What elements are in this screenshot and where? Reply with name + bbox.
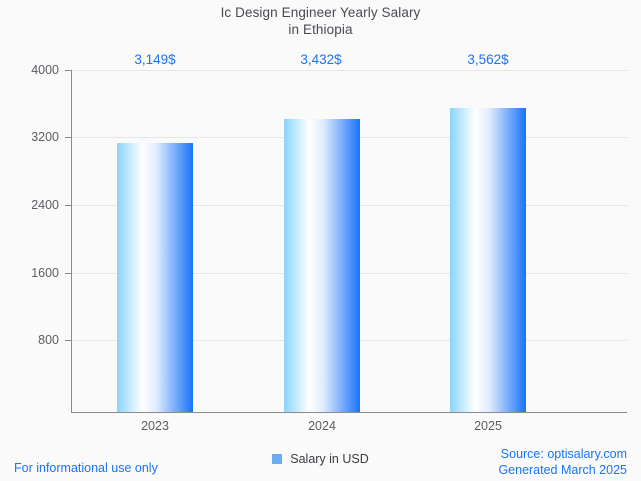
gridline-4000 [71,70,627,71]
bar-value-label-2024: 3,432$ [300,52,342,67]
chart-title: Ic Design Engineer Yearly Salary in Ethi… [0,4,641,38]
chart-legend: Salary in USD [0,452,641,466]
y-tick-label-2400: 2400 [31,198,59,212]
y-tick-label-3200: 3200 [31,130,59,144]
legend-item-label: Salary in USD [290,452,369,466]
source-note: Source: optisalary.com Generated March 2… [498,446,627,478]
bar-value-label-2025: 3,562$ [467,52,509,67]
bar-2024[interactable] [284,119,360,412]
x-tick-label-2024: 2024 [308,419,336,433]
chart-title-line1: Ic Design Engineer Yearly Salary [220,5,421,20]
plot-area [71,70,627,412]
y-tick-mark-800 [65,340,71,341]
x-tick-label-2023: 2023 [141,419,169,433]
bar-value-label-2023: 3,149$ [134,52,176,67]
y-tick-label-4000: 4000 [31,63,59,77]
x-tick-label-2025: 2025 [474,419,502,433]
generated-line: Generated March 2025 [498,463,627,477]
y-tick-mark-4000 [65,70,71,71]
y-tick-label-800: 800 [38,333,59,347]
y-tick-label-1600: 1600 [31,266,59,280]
y-tick-mark-2400 [65,205,71,206]
legend-swatch-icon [272,454,283,464]
bar-2025[interactable] [450,108,526,412]
chart-title-line2: in Ethiopia [288,22,353,37]
y-axis-line [71,70,72,413]
disclaimer-note: For informational use only [14,461,158,475]
y-tick-mark-3200 [65,137,71,138]
y-tick-mark-1600 [65,273,71,274]
bar-2023[interactable] [117,143,193,412]
source-line: Source: optisalary.com [500,447,627,461]
x-axis-line [71,412,627,413]
